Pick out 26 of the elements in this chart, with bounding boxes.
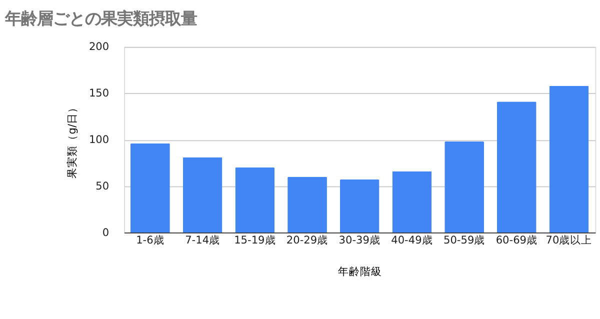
x-tick-label: 7-14歳	[185, 234, 220, 246]
y-tick-label: 50	[96, 180, 110, 192]
x-tick-label: 15-19歳	[234, 234, 276, 246]
x-tick-label: 40-49歳	[391, 234, 433, 246]
y-tick-label: 200	[88, 41, 110, 54]
x-tick-label: 30-39歳	[338, 234, 380, 246]
x-tick-label: 60-69歳	[496, 234, 538, 246]
bar	[496, 102, 536, 232]
y-axis-title: 果実類（g/日）	[65, 102, 78, 178]
bar	[235, 167, 275, 232]
bar	[444, 142, 484, 232]
x-tick-label: 70歳以上	[546, 234, 592, 246]
bar	[130, 143, 170, 232]
x-tick-label: 1-6歳	[136, 234, 164, 246]
bar	[182, 157, 222, 232]
bar	[340, 180, 380, 232]
chart-title: 年齢層ごとの果実類摂取量	[4, 8, 197, 28]
y-tick-label: 100	[88, 134, 110, 146]
bar	[392, 171, 432, 232]
x-tick-label: 50-59歳	[443, 234, 486, 246]
x-tick-label: 20-29歳	[286, 234, 328, 246]
x-axis-title: 年齢階級	[338, 266, 382, 278]
y-tick-label: 0	[102, 226, 110, 239]
y-tick-label: 150	[88, 88, 110, 100]
bar	[288, 176, 327, 232]
bar	[549, 86, 589, 232]
